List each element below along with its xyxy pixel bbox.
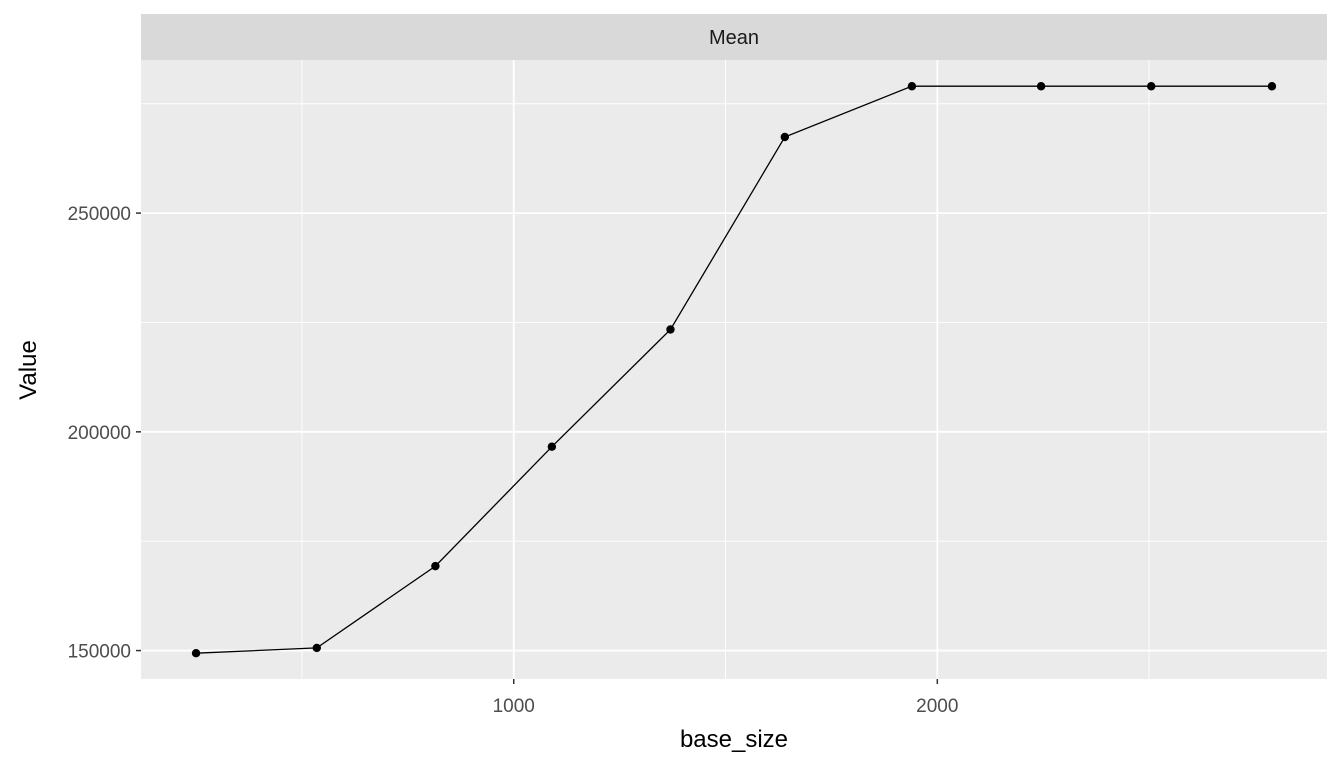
data-point [1147, 82, 1156, 91]
data-point [191, 648, 201, 658]
major-gridlines [141, 60, 1327, 679]
facet-strip [141, 14, 1327, 60]
panel-background [141, 60, 1327, 679]
x-tick-label: 2000 [916, 696, 958, 717]
y-axis-tick-labels: 150000 200000 250000 [68, 204, 131, 662]
data-point [547, 442, 557, 451]
y-axis-title: Value [15, 340, 42, 400]
series-line [196, 85, 1272, 654]
data-point [1036, 82, 1046, 91]
data-point [907, 82, 917, 91]
x-tick-label: 1000 [493, 696, 535, 717]
facet-strip-title: Mean [709, 27, 759, 49]
data-point [666, 325, 675, 334]
x-axis-title: base_size [680, 726, 788, 753]
minor-gridlines [141, 60, 1327, 679]
data-point [1267, 82, 1277, 91]
y-tick-label: 200000 [68, 423, 131, 444]
data-point [312, 643, 321, 653]
y-tick-label: 150000 [68, 642, 131, 663]
data-point [431, 561, 440, 571]
y-tick-label: 250000 [68, 204, 131, 225]
data-points [191, 82, 1277, 658]
x-axis-tick-labels: 1000 2000 [493, 696, 959, 717]
data-point [780, 132, 790, 142]
axis-ticks [136, 212, 939, 684]
